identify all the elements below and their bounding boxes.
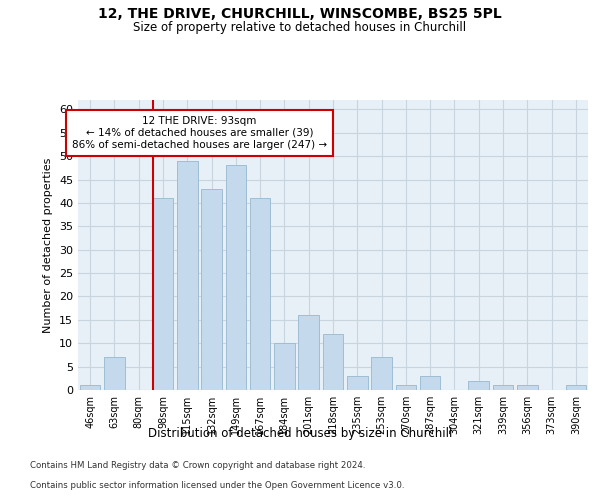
Bar bbox=[201, 189, 222, 390]
Bar bbox=[298, 315, 319, 390]
Bar bbox=[250, 198, 271, 390]
Bar bbox=[274, 343, 295, 390]
Text: Contains public sector information licensed under the Open Government Licence v3: Contains public sector information licen… bbox=[30, 481, 404, 490]
Bar bbox=[80, 386, 100, 390]
Bar bbox=[104, 358, 125, 390]
Bar bbox=[493, 386, 514, 390]
Text: 12 THE DRIVE: 93sqm
← 14% of detached houses are smaller (39)
86% of semi-detach: 12 THE DRIVE: 93sqm ← 14% of detached ho… bbox=[72, 116, 327, 150]
Bar bbox=[347, 376, 368, 390]
Text: Size of property relative to detached houses in Churchill: Size of property relative to detached ho… bbox=[133, 21, 467, 34]
Bar bbox=[517, 386, 538, 390]
Bar bbox=[177, 161, 197, 390]
Bar bbox=[371, 358, 392, 390]
Bar bbox=[395, 386, 416, 390]
Text: Distribution of detached houses by size in Churchill: Distribution of detached houses by size … bbox=[148, 428, 452, 440]
Y-axis label: Number of detached properties: Number of detached properties bbox=[43, 158, 53, 332]
Text: Contains HM Land Registry data © Crown copyright and database right 2024.: Contains HM Land Registry data © Crown c… bbox=[30, 461, 365, 470]
Bar bbox=[226, 166, 246, 390]
Bar bbox=[469, 380, 489, 390]
Bar bbox=[323, 334, 343, 390]
Bar bbox=[420, 376, 440, 390]
Bar bbox=[152, 198, 173, 390]
Text: 12, THE DRIVE, CHURCHILL, WINSCOMBE, BS25 5PL: 12, THE DRIVE, CHURCHILL, WINSCOMBE, BS2… bbox=[98, 8, 502, 22]
Bar bbox=[566, 386, 586, 390]
